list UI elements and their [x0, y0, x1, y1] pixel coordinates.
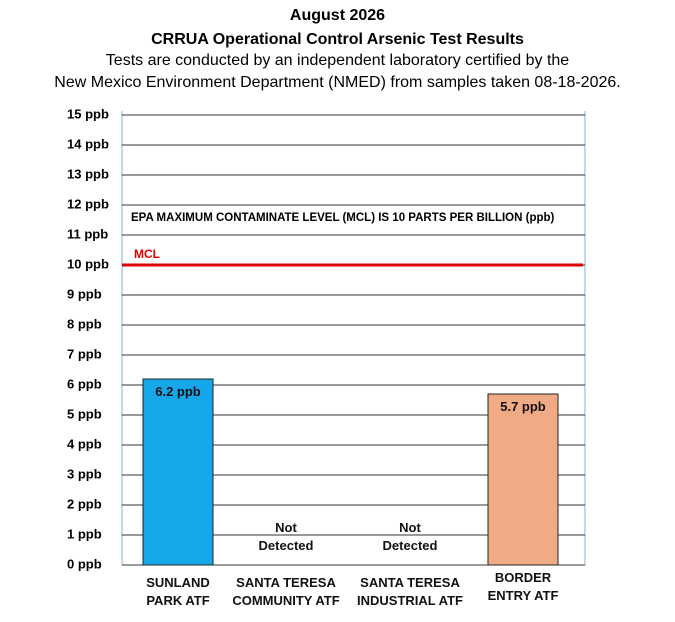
x-tick-label: SANTA TERESA COMMUNITY ATF [232, 575, 340, 608]
subtitle: CRRUA Operational Control Arsenic Test R… [151, 31, 524, 48]
value-label: Not Detected [258, 520, 314, 553]
x-tick-label: BORDER ENTRY ATF [487, 570, 559, 603]
bar [487, 393, 559, 566]
x-tick-label: SUNLAND PARK ATF [146, 575, 210, 608]
y-tick-label: 3 ppb [67, 466, 102, 481]
y-tick-label: 13 ppb [67, 166, 109, 181]
y-tick-label: 8 ppb [67, 316, 102, 331]
title: August 2026 [289, 7, 386, 24]
y-tick-label: 0 ppb [67, 556, 102, 571]
y-tick-label: 9 ppb [67, 286, 102, 301]
value-label: Not Detected [382, 520, 438, 553]
y-tick-label: 11 ppb [67, 226, 108, 241]
description: Tests are conducted by an independent la… [105, 52, 570, 69]
y-tick-label: 4 ppb [67, 436, 102, 451]
value-label: 6.2 ppb [155, 384, 201, 399]
y-tick-label: 6 ppb [67, 376, 102, 391]
y-tick-label: 14 ppb [67, 136, 109, 151]
y-tick-label: 7 ppb [67, 346, 102, 361]
y-tick-label: 1 ppb [67, 526, 102, 541]
y-tick-label: 10 ppb [67, 256, 109, 271]
x-tick-label: SANTA TERESA INDUSTRIAL ATF [357, 575, 463, 608]
description: New Mexico Environment Department (NMED)… [54, 74, 621, 91]
y-tick-label: 15 ppb [67, 106, 109, 121]
y-tick-label: 2 ppb [67, 496, 102, 511]
bar [142, 378, 214, 566]
y-tick-label: 12 ppb [67, 196, 109, 211]
reference-label: MCL [134, 247, 160, 261]
y-tick-label: 5 ppb [67, 406, 102, 421]
value-label: 5.7 ppb [500, 399, 546, 414]
annotation: EPA MAXIMUM CONTAMINATE LEVEL (MCL) IS 1… [131, 212, 555, 224]
